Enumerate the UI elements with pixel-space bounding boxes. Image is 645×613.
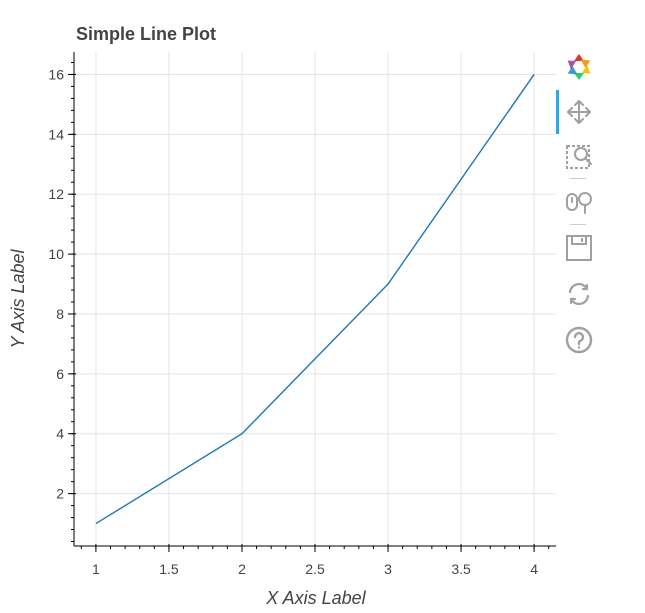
save-tool-icon[interactable] (564, 233, 594, 263)
wheel-zoom-tool-icon[interactable] (564, 187, 594, 217)
x-tick-label: 3 (384, 561, 392, 577)
y-tick-label: 12 (48, 186, 64, 202)
line-chart: Simple Line Plot 1 1.5 2 2.5 3 3.5 4 2 4 6 8 10 12 1… (8, 24, 556, 608)
y-tick-label: 4 (56, 426, 64, 442)
help-tool-icon[interactable] (564, 325, 594, 355)
y-tick-label: 10 (48, 246, 64, 262)
y-tick-label: 16 (48, 66, 64, 82)
y-tick-label: 14 (48, 126, 64, 142)
x-tick-label: 2.5 (305, 561, 325, 577)
x-tick-label: 1 (92, 561, 100, 577)
x-axis-label: X Axis Label (265, 588, 366, 608)
toolbar-separator (570, 224, 586, 225)
toolbar-separator (570, 178, 586, 179)
y-gridlines (74, 73, 556, 495)
x-tick-label: 3.5 (451, 561, 471, 577)
y-axis-ticks: 2 4 6 8 10 12 14 16 (48, 61, 76, 543)
series-line (95, 74, 535, 525)
reset-tool-icon[interactable] (564, 279, 594, 309)
x-gridlines (95, 52, 535, 546)
x-tick-label: 2 (238, 561, 246, 577)
y-tick-label: 8 (56, 306, 64, 322)
chart-title: Simple Line Plot (76, 24, 216, 44)
y-tick-label: 2 (56, 486, 64, 502)
x-tick-label: 4 (530, 561, 538, 577)
x-tick-label: 1.5 (159, 561, 179, 577)
box-zoom-tool-icon[interactable] (564, 141, 594, 171)
x-axis-ticks: 1 1.5 2 2.5 3 3.5 4 (80, 544, 550, 577)
active-tool-indicator (556, 90, 559, 134)
bokeh-logo-icon[interactable] (564, 52, 594, 82)
plot-toolbar (556, 48, 600, 368)
y-axis-label: Y Axis Label (8, 248, 28, 348)
y-tick-label: 6 (56, 366, 64, 382)
series-layer (95, 74, 535, 525)
pan-tool-icon[interactable] (564, 97, 594, 127)
